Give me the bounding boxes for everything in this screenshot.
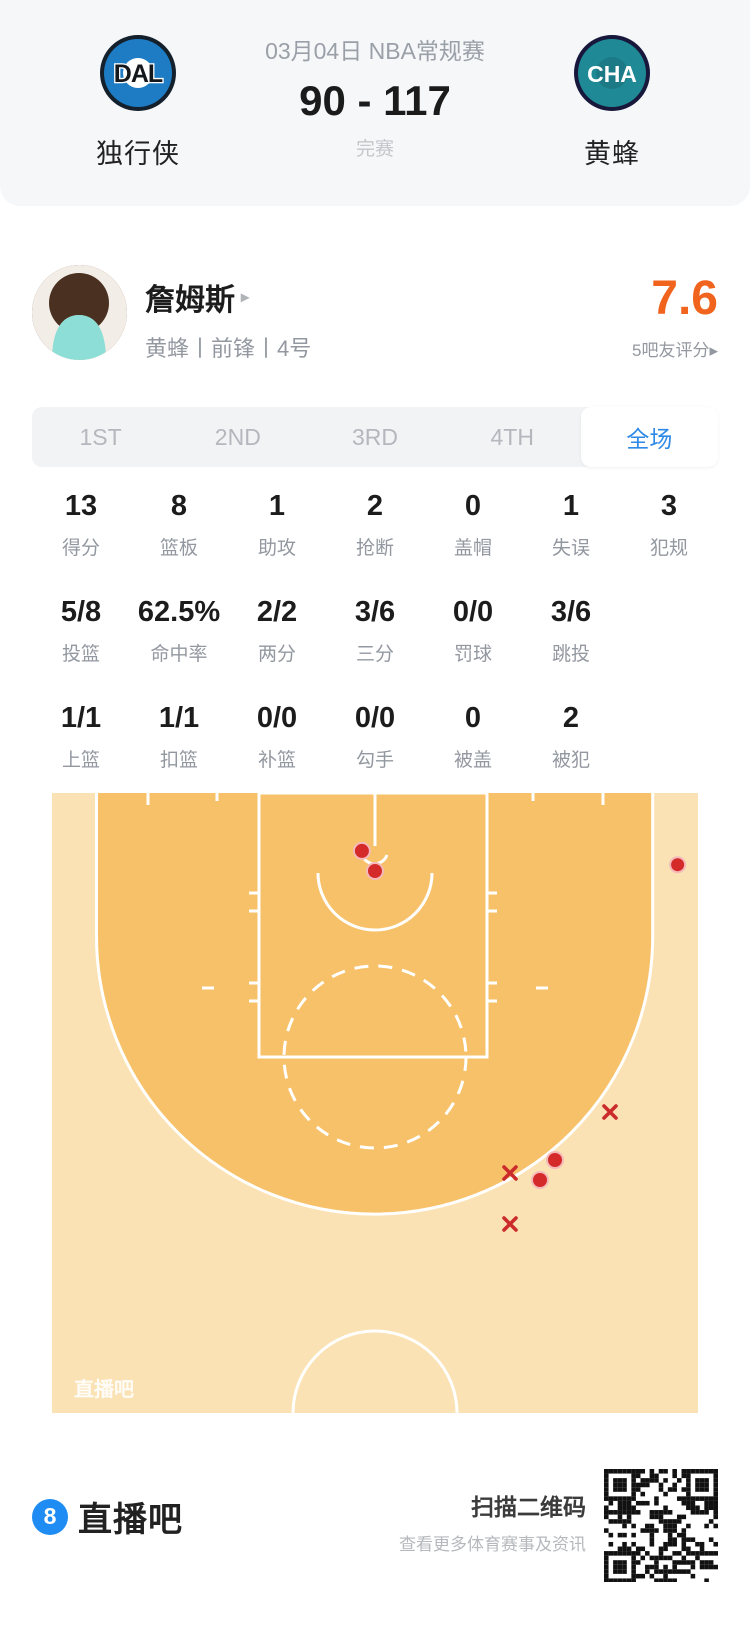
- svg-text:CHA: CHA: [587, 61, 637, 87]
- svg-text:直播吧: 直播吧: [74, 1377, 134, 1401]
- svg-text:DAL: DAL: [114, 60, 163, 88]
